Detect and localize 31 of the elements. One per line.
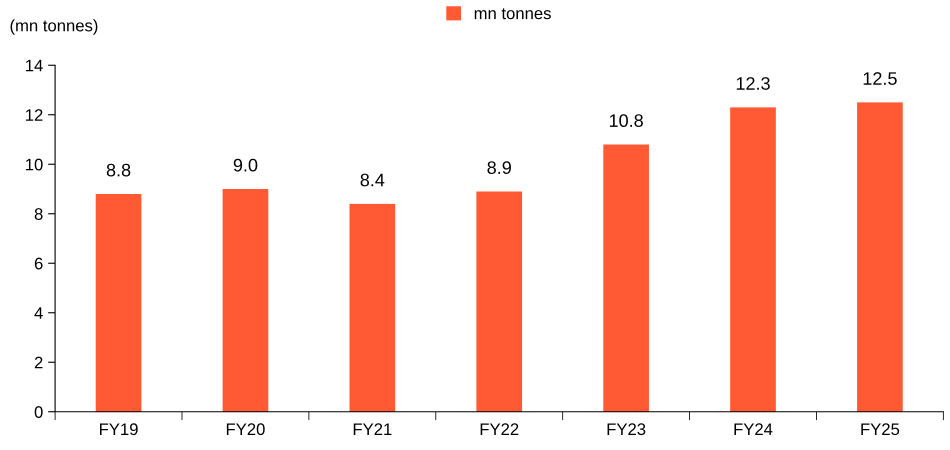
x-tick-label: FY21 [354, 423, 392, 435]
y-tick-label: 14 [26, 60, 43, 72]
y-tick-label: 2 [34, 356, 42, 368]
bar [730, 107, 776, 412]
y-tick-label: 8 [34, 208, 43, 220]
x-tick-label: FY23 [608, 423, 646, 436]
x-tick-label: FY25 [861, 423, 900, 436]
legend-label: mn tonnes [474, 8, 551, 20]
text: 9.0 [234, 158, 258, 172]
bar [96, 194, 142, 412]
text: 8.9 [487, 161, 511, 174]
text: 10.8 [610, 114, 643, 127]
bar [222, 189, 268, 412]
text: 8.4 [360, 174, 384, 186]
x-tick-label: FY24 [734, 423, 772, 435]
bar [476, 191, 522, 412]
text: 12.3 [736, 77, 770, 90]
y-axis-title: (mn tonnes) [10, 19, 98, 35]
y-tick-label: 12 [26, 109, 42, 121]
y-tick-label: 10 [26, 158, 43, 170]
x-tick-label: FY19 [100, 423, 138, 436]
y-tick-label: 0 [34, 406, 43, 418]
y-tick-label: 6 [34, 258, 43, 270]
x-tick-label: FY20 [226, 423, 265, 436]
text: 12.5 [864, 72, 897, 85]
y-tick-label: 4 [34, 307, 43, 319]
bar [349, 204, 396, 412]
x-tick-label: FY22 [480, 423, 518, 435]
bar [857, 102, 903, 412]
bar [603, 144, 649, 412]
text: 8.8 [106, 164, 130, 176]
